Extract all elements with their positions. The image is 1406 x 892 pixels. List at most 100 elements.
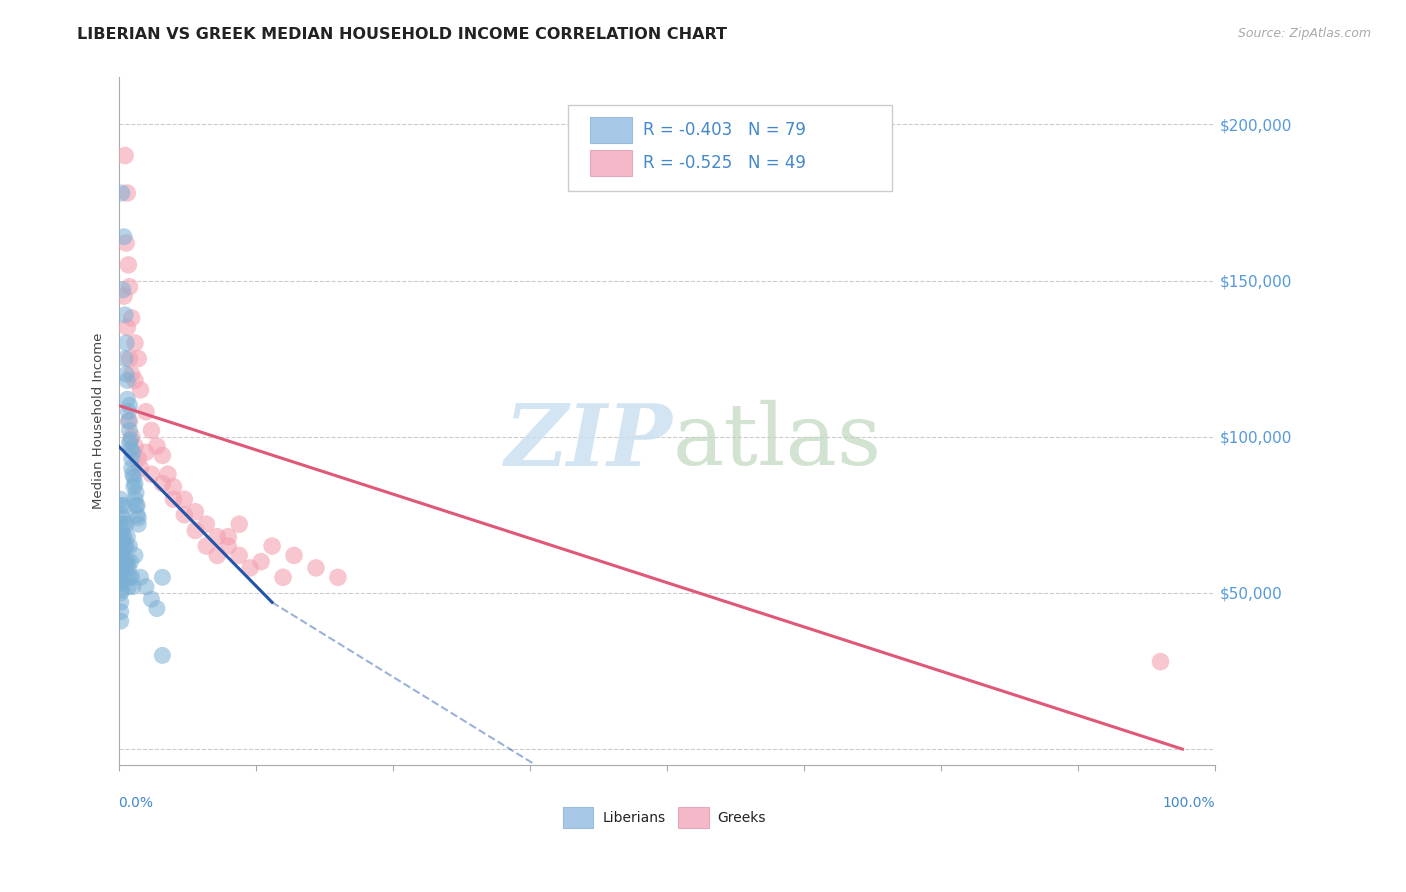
Point: [129, 570, 152, 584]
Point: [127, 499, 149, 513]
Point: [141, 467, 163, 482]
Point: [110, 567, 132, 582]
Point: [124, 476, 146, 491]
Point: [115, 336, 138, 351]
Point: [111, 555, 134, 569]
Text: atlas: atlas: [672, 401, 882, 483]
Point: [118, 279, 141, 293]
Point: [217, 539, 239, 553]
Point: [121, 445, 143, 459]
Point: [127, 511, 149, 525]
Point: [111, 555, 134, 569]
Point: [195, 539, 218, 553]
Point: [114, 555, 136, 569]
Point: [118, 539, 141, 553]
Point: [135, 580, 157, 594]
Point: [152, 648, 174, 663]
Point: [124, 336, 146, 351]
Point: [117, 320, 139, 334]
Point: [111, 536, 134, 550]
Point: [129, 461, 152, 475]
Point: [110, 595, 132, 609]
Point: [228, 549, 250, 563]
Point: [121, 311, 143, 326]
Point: [111, 511, 134, 525]
Point: [110, 576, 132, 591]
Point: [124, 549, 146, 563]
Point: [152, 570, 174, 584]
Y-axis label: Median Household Income: Median Household Income: [93, 333, 105, 509]
Point: [111, 574, 134, 588]
Bar: [591, 117, 631, 143]
Point: [162, 480, 184, 494]
Point: [115, 235, 138, 250]
Point: [112, 517, 135, 532]
Text: Liberians: Liberians: [602, 811, 665, 825]
Point: [121, 430, 143, 444]
Point: [195, 517, 218, 532]
Point: [129, 383, 152, 397]
Point: [111, 283, 134, 297]
Point: [118, 399, 141, 413]
Point: [117, 561, 139, 575]
Point: [117, 414, 139, 428]
Point: [112, 499, 135, 513]
FancyBboxPatch shape: [568, 105, 891, 191]
Point: [271, 570, 294, 584]
Point: [111, 524, 134, 538]
Point: [117, 392, 139, 407]
Point: [184, 505, 207, 519]
Point: [120, 433, 142, 447]
Point: [146, 601, 169, 615]
Point: [110, 558, 132, 572]
Point: [114, 570, 136, 584]
Point: [118, 351, 141, 366]
Point: [121, 451, 143, 466]
Point: [110, 499, 132, 513]
Point: [207, 549, 229, 563]
Point: [115, 517, 138, 532]
Point: [114, 539, 136, 553]
Point: [115, 539, 138, 553]
Point: [141, 424, 163, 438]
Point: [173, 508, 195, 522]
Point: [152, 449, 174, 463]
Point: [120, 555, 142, 569]
Point: [127, 451, 149, 466]
Point: [239, 561, 262, 575]
Point: [110, 586, 132, 600]
Point: [262, 539, 284, 553]
Text: ZIP: ZIP: [505, 400, 672, 483]
Point: [111, 530, 134, 544]
Point: [112, 289, 135, 303]
Point: [326, 570, 349, 584]
Point: [114, 148, 136, 162]
Point: [110, 517, 132, 532]
Point: [141, 592, 163, 607]
Point: [117, 555, 139, 569]
Point: [111, 582, 134, 597]
Point: [135, 405, 157, 419]
Point: [117, 258, 139, 272]
Point: [250, 555, 273, 569]
Point: [115, 368, 138, 382]
Bar: [591, 150, 631, 176]
Point: [121, 368, 143, 382]
Bar: [678, 807, 709, 828]
Point: [217, 530, 239, 544]
Point: [184, 524, 207, 538]
Point: [152, 476, 174, 491]
Point: [117, 186, 139, 200]
Point: [122, 480, 145, 494]
Point: [122, 470, 145, 484]
Point: [146, 439, 169, 453]
Point: [117, 530, 139, 544]
Point: [112, 229, 135, 244]
Point: [110, 539, 132, 553]
Point: [127, 351, 149, 366]
Point: [156, 467, 179, 482]
Point: [112, 530, 135, 544]
Point: [127, 508, 149, 522]
Point: [118, 414, 141, 428]
Point: [121, 461, 143, 475]
